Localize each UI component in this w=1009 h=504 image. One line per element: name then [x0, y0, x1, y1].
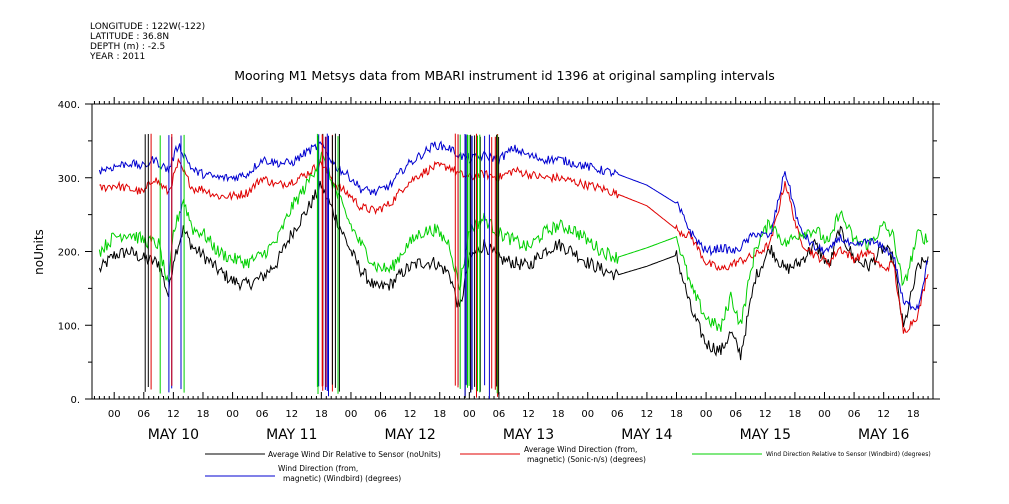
- x-tick-label: 00: [818, 409, 831, 420]
- legend-label-blue-2: magnetic) (Windbird) (degrees): [283, 474, 401, 483]
- x-day-label: MAY 15: [740, 427, 791, 443]
- x-tick-label: 18: [907, 409, 920, 420]
- longitude-label: LONGITUDE : 122W(-122): [90, 22, 206, 32]
- x-day-label: MAY 10: [148, 427, 199, 443]
- x-tick-label: 18: [789, 409, 802, 420]
- x-tick-label: 18: [433, 409, 446, 420]
- x-day-label: MAY 16: [858, 427, 909, 443]
- x-tick-label: 00: [700, 409, 713, 420]
- series-line-0: [98, 180, 929, 361]
- x-day-label: MAY 14: [621, 427, 672, 443]
- legend-label-blue-1: Wind Direction (from,: [278, 464, 358, 473]
- y-tick-label: 100.: [58, 321, 80, 332]
- x-tick-label: 00: [226, 409, 239, 420]
- y-tick-label: 300.: [58, 174, 80, 185]
- y-tick-label: 200.: [58, 248, 80, 259]
- x-tick-label: 00: [108, 409, 121, 420]
- x-tick-label: 06: [256, 409, 269, 420]
- x-tick-label: 00: [463, 409, 476, 420]
- x-tick-label: 00: [345, 409, 358, 420]
- metadata-block: LONGITUDE : 122W(-122) LATITUDE : 36.8N …: [90, 22, 205, 62]
- depth-label: DEPTH (m) : -2.5: [90, 42, 166, 52]
- axes: 0. 100. 200. 300. 400. noUnits 00 06 12 18 00 06 12 1…: [32, 97, 940, 443]
- x-tick-label: 18: [315, 409, 328, 420]
- x-tick-label: 06: [137, 409, 150, 420]
- series-line-1: [99, 157, 929, 334]
- x-tick-label: 06: [374, 409, 387, 420]
- x-day-label: MAY 13: [503, 427, 554, 443]
- series-line-2: [98, 151, 929, 332]
- x-tick-label: 12: [877, 409, 890, 420]
- legend: Average Wind Dir Relative to Sensor (noU…: [205, 445, 931, 483]
- y-tick-label: 0.: [70, 395, 80, 406]
- y-axis-title: noUnits: [32, 229, 46, 275]
- x-tick-label: 12: [522, 409, 535, 420]
- x-tick-label: 12: [285, 409, 298, 420]
- x-tick-label: 06: [729, 409, 742, 420]
- latitude-label: LATITUDE : 36.8N: [90, 32, 170, 42]
- x-tick-label: 12: [404, 409, 417, 420]
- year-label: YEAR : 2011: [90, 52, 146, 62]
- x-tick-label: 18: [197, 409, 210, 420]
- x-tick-label: 00: [581, 409, 594, 420]
- legend-label-green: Wind Direction Relative to Sensor (Windb…: [766, 451, 931, 458]
- x-tick-label: 12: [167, 409, 180, 420]
- chart-title: Mooring M1 Metsys data from MBARI instru…: [234, 68, 775, 83]
- x-tick-label: 12: [641, 409, 654, 420]
- series-line-3: [98, 140, 929, 311]
- x-tick-label: 12: [759, 409, 772, 420]
- y-tick-label: 400.: [58, 100, 80, 111]
- legend-label-red-2: magnetic) (Sonic-n/s) (degrees): [527, 455, 646, 464]
- x-tick-label: 18: [670, 409, 683, 420]
- legend-label-black: Average Wind Dir Relative to Sensor (noU…: [268, 450, 441, 459]
- x-tick-label: 06: [848, 409, 861, 420]
- x-tick-label: 18: [552, 409, 565, 420]
- series-group: [98, 133, 929, 399]
- x-day-label: MAY 12: [384, 427, 435, 443]
- legend-label-red-1: Average Wind Direction (from,: [524, 445, 637, 454]
- x-tick-label: 06: [611, 409, 624, 420]
- x-tick-label: 06: [493, 409, 506, 420]
- x-day-label: MAY 11: [266, 427, 317, 443]
